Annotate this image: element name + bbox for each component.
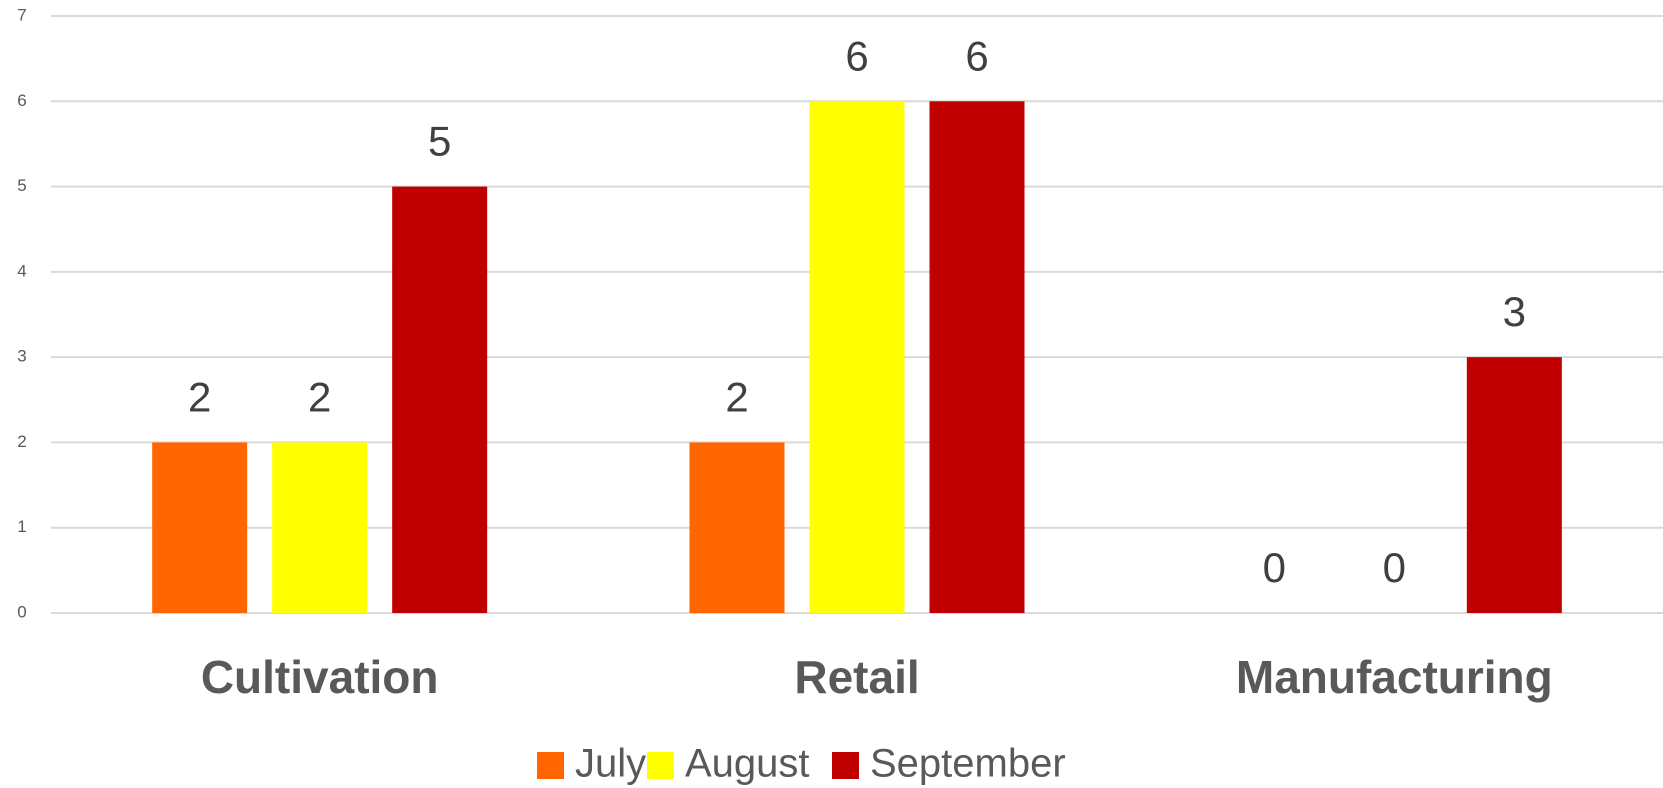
y-tick-label: 4	[17, 261, 26, 280]
data-label: 3	[1503, 288, 1526, 335]
y-tick-label: 7	[17, 5, 26, 24]
data-label: 2	[308, 374, 331, 421]
data-label: 5	[428, 118, 451, 165]
legend-swatch	[537, 752, 564, 779]
legend-swatch	[832, 752, 859, 779]
legend-label: September	[870, 742, 1066, 786]
y-tick-label: 3	[17, 347, 26, 366]
bar	[392, 186, 488, 614]
y-tick-label: 2	[17, 432, 26, 451]
x-tick-label: Retail	[794, 651, 919, 703]
data-label: 0	[1263, 544, 1286, 591]
legend-swatch	[647, 752, 674, 779]
y-tick-label: 0	[17, 602, 26, 621]
data-label: 2	[725, 374, 748, 421]
bar	[272, 442, 368, 613]
bar	[152, 442, 248, 613]
data-label: 6	[965, 32, 988, 79]
legend-label: July	[575, 742, 646, 786]
y-tick-label: 1	[17, 517, 26, 536]
data-label: 0	[1383, 544, 1406, 591]
legend-label: August	[685, 742, 810, 786]
bar	[689, 442, 785, 613]
data-label: 2	[188, 374, 211, 421]
y-tick-label: 5	[17, 176, 26, 195]
x-tick-label: Manufacturing	[1236, 651, 1553, 703]
bar	[1466, 357, 1562, 613]
y-tick-label: 6	[17, 91, 26, 110]
bar	[809, 101, 905, 614]
x-tick-label: Cultivation	[201, 651, 439, 703]
data-label: 6	[845, 32, 868, 79]
bar	[929, 101, 1025, 614]
